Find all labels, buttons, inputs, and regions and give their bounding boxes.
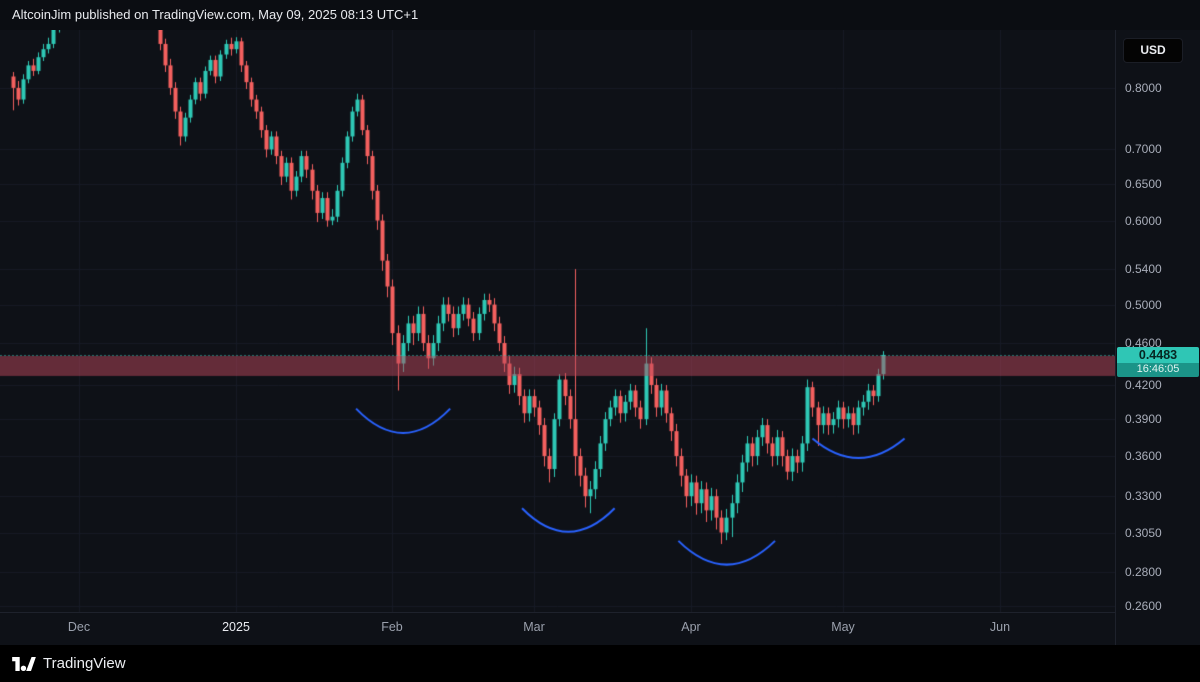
price-tick-label: 0.3600 (1125, 449, 1162, 464)
price-tick-label: 0.2800 (1125, 564, 1162, 579)
price-tick-label: 0.3900 (1125, 412, 1162, 427)
tradingview-logo[interactable]: TradingView (12, 645, 126, 682)
time-tick-label: Apr (681, 620, 701, 634)
price-tick-label: 0.6000 (1125, 213, 1162, 228)
price-tick-label: 0.6500 (1125, 176, 1162, 191)
footer-bar: TradingView (0, 645, 1200, 682)
candlestick-chart[interactable] (0, 30, 1115, 612)
time-tick-label: Mar (523, 620, 545, 634)
price-tick-label: 0.4200 (1125, 377, 1162, 392)
time-tick-label: Feb (381, 620, 403, 634)
bar-countdown: 16:46:05 (1117, 363, 1199, 377)
price-tick-label: 0.3300 (1125, 489, 1162, 504)
byline: AltcoinJim published on TradingView.com,… (0, 0, 1200, 30)
price-tick-label: 0.3050 (1125, 525, 1162, 540)
last-price-value: 0.4483 (1117, 347, 1199, 363)
price-tick-label: 0.4600 (1125, 336, 1162, 351)
price-tick-label: 0.2600 (1125, 599, 1162, 614)
brand-name: TradingView (43, 655, 126, 672)
tradingview-mark (12, 656, 36, 671)
time-axis[interactable]: Dec 2025 Feb Mar Apr May Jun (0, 612, 1115, 645)
price-tick-label: 0.7000 (1125, 142, 1162, 157)
currency-button[interactable]: USD (1123, 38, 1183, 63)
time-tick-label: Jun (989, 620, 1011, 634)
time-tick-label: 2025 (222, 620, 250, 634)
time-tick-label: Dec (67, 620, 91, 634)
last-price-label: 0.4483 16:46:05 (1117, 347, 1199, 377)
price-tick-label: 0.5000 (1125, 297, 1162, 312)
price-axis[interactable]: USD 0.4483 16:46:05 0.8000 0.7000 0.6500 0.… (1115, 30, 1200, 645)
time-tick-label: May (831, 620, 855, 634)
price-tick-label: 0.5400 (1125, 262, 1162, 277)
price-tick-label: 0.8000 (1125, 80, 1162, 95)
